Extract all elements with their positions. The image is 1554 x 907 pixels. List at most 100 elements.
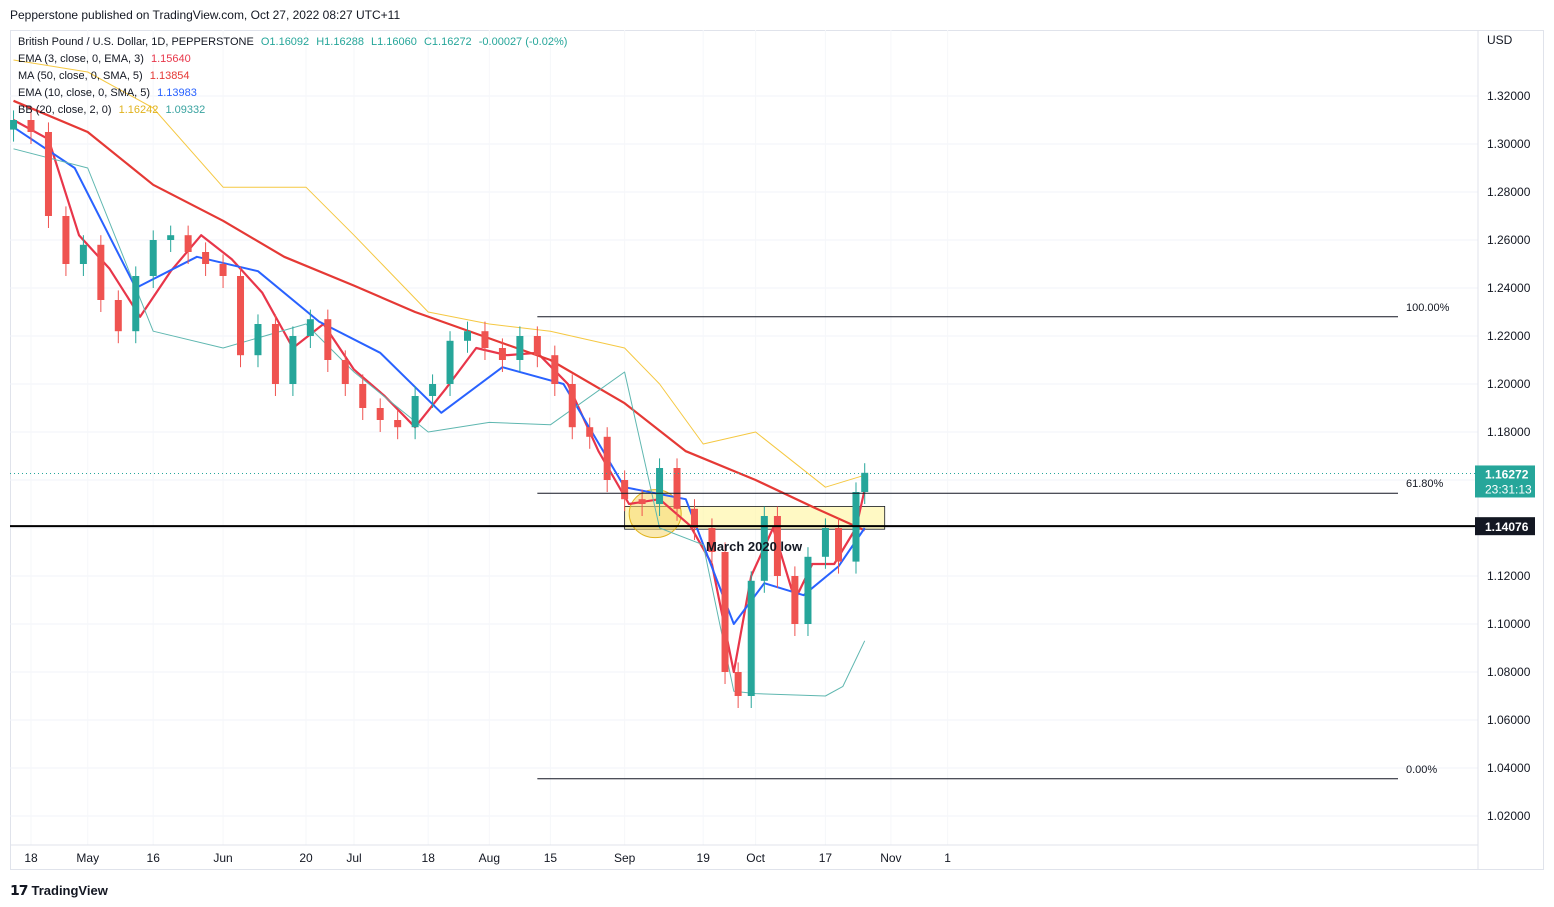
candle [97,244,105,300]
candle [202,252,210,264]
candle [429,384,437,396]
fib-100-line-label: 100.00% [1406,302,1450,314]
legend-bb-lower: 1.09332 [165,104,206,116]
legend-ema3-label: EMA (3, close, 0, EMA, 3) [18,53,144,65]
candle [638,499,646,504]
candles [10,110,869,708]
candle [734,672,742,696]
candle [821,528,829,557]
annotations: 100.00% 61.80% 0.00% March 2020 low [10,302,1478,780]
candle [27,120,35,132]
candle [804,556,812,624]
support-label: March 2020 low [706,539,803,554]
x-tick-label: Sep [614,851,636,865]
ma50-line [13,99,866,532]
candle [359,384,367,408]
y-tick-label: 1.12000 [1487,569,1531,583]
resistance-zone [624,505,886,530]
candle [603,436,611,480]
candle [533,336,541,356]
y-tick-label: 1.28000 [1487,185,1531,199]
x-tick-label: 1 [944,851,951,865]
legend-ema10-value: 1.13983 [157,87,197,99]
y-tick-label: 1.18000 [1487,425,1531,439]
legend-bb[interactable]: BB (20, close, 2, 0) 1.16242 1.09332 [18,104,209,116]
candle [306,319,314,336]
candle [721,552,729,672]
y-tick-label: 1.20000 [1487,377,1531,391]
x-tick-label: 18 [422,851,436,865]
x-tick-label: May [76,851,99,865]
candle [149,240,157,276]
indicator-lines [12,59,866,697]
footer-brand-label: TradingView [31,883,108,898]
candle [10,120,18,130]
legend-bb-label: BB (20, close, 2, 0) [18,104,112,116]
y-tick-label: 1.32000 [1487,89,1531,103]
y-tick-label: 1.30000 [1487,137,1531,151]
bb-upper-line [13,59,865,488]
candle [464,331,471,341]
candle [747,580,755,696]
zone-layer [624,489,886,539]
y-tick-label: 1.04000 [1487,761,1531,775]
candle [271,324,279,384]
chart-frame [10,30,1544,870]
legend-ema3-value: 1.15640 [151,53,191,65]
candle [498,348,506,360]
candle [791,576,799,624]
level-value: 1.14076 [1485,520,1529,534]
legend-ema10[interactable]: EMA (10, close, 0, SMA, 5) 1.13983 [18,87,201,99]
candle [219,264,227,276]
candle [289,336,297,384]
legend-open: O1.16092 [260,36,310,48]
candle [167,235,175,240]
fib-0-line-label: 0.00% [1406,764,1437,776]
legend-high: H1.16288 [316,36,364,48]
y-tick-label: 1.02000 [1487,809,1531,823]
legend-bb-upper: 1.16242 [118,104,159,116]
legend-symbol-row: British Pound / U.S. Dollar, 1D, PEPPERS… [18,36,571,48]
ema3-line [12,119,866,674]
x-tick-label: Jun [213,851,232,865]
legend-close: C1.16272 [423,36,472,48]
candle [394,420,402,428]
footer-brand[interactable]: 𝟭𝟳 TradingView [10,882,108,899]
y-tick-label: 1.08000 [1487,665,1531,679]
legend-ma50-value: 1.13854 [149,70,190,82]
x-tick-label: 16 [147,851,161,865]
candle [481,331,489,348]
candle [586,427,594,437]
candle [341,360,349,384]
legend-ma50[interactable]: MA (50, close, 0, SMA, 5) 1.13854 [18,70,194,82]
x-tick-label: 17 [819,851,833,865]
currency-label: USD [1487,33,1513,47]
candle [760,516,768,581]
candle [324,319,332,360]
y-tick-label: 1.26000 [1487,233,1531,247]
x-tick-label: Aug [479,851,500,865]
candle [690,508,698,528]
bb-lower-line [13,148,866,697]
y-tick-label: 1.06000 [1487,713,1531,727]
level-badge [1475,517,1535,536]
candle [551,355,559,384]
publisher-header: Pepperstone published on TradingView.com… [10,8,401,22]
x-tick-label: 20 [299,851,313,865]
candle [237,276,245,356]
legend-symbol: British Pound / U.S. Dollar, 1D, PEPPERS… [18,36,254,48]
legend-ema10-label: EMA (10, close, 0, SMA, 5) [18,87,151,99]
candle [184,235,192,252]
candle [673,468,681,509]
candle [516,336,524,360]
countdown-value: 23:31:13 [1485,482,1532,496]
candle [132,276,140,332]
candle [376,408,384,420]
candle [656,468,664,504]
grid-layer [10,30,1478,845]
legend-ema3[interactable]: EMA (3, close, 0, EMA, 3) 1.15640 [18,53,195,65]
x-tick-label: Nov [880,851,901,865]
candle [114,300,122,332]
candle [446,340,454,384]
